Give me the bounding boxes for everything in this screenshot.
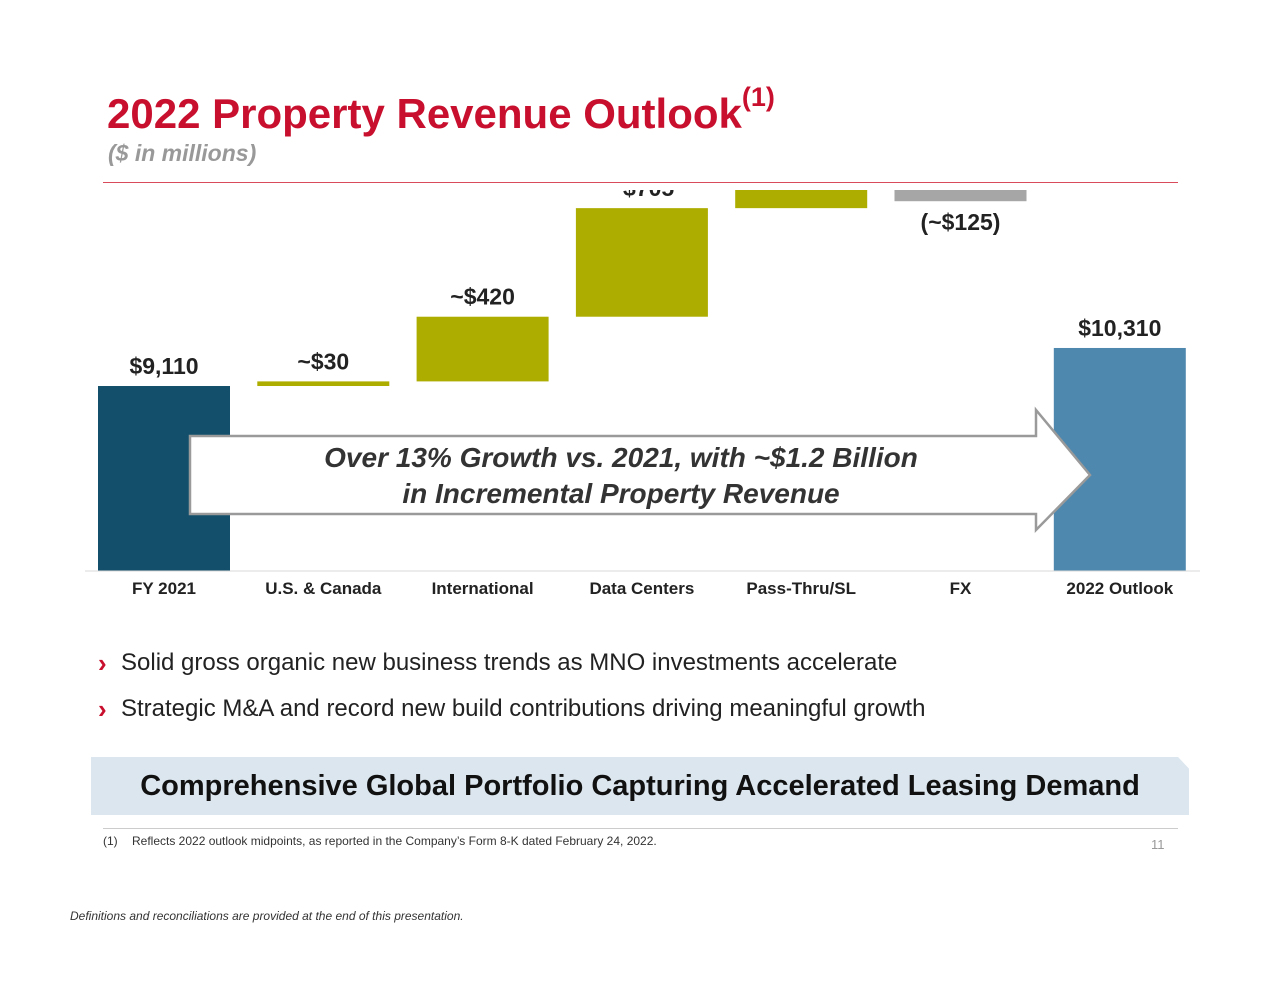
data-label-fy-2021: $9,110 — [129, 353, 198, 379]
bar-data-centers — [575, 208, 708, 317]
bullet-item: › Strategic M&A and record new build con… — [98, 686, 925, 732]
chevron-right-icon: › — [98, 648, 107, 678]
summary-banner-text: Comprehensive Global Portfolio Capturing… — [140, 769, 1140, 802]
bars-layer — [98, 190, 1186, 571]
slide-subtitle: ($ in millions) — [108, 140, 257, 166]
data-label-fx: (~$125) — [921, 209, 1001, 235]
growth-callout-line-1: Over 13% Growth vs. 2021, with ~$1.2 Bil… — [324, 442, 918, 473]
slide-title: 2022 Property Revenue Outlook(1) — [107, 84, 775, 138]
category-label-2022-outlook: 2022 Outlook — [1066, 579, 1173, 598]
growth-callout-line-2: in Incremental Property Revenue — [402, 478, 839, 509]
category-label-pass-thru-sl: Pass-Thru/SL — [746, 579, 856, 598]
category-label-fy-2021: FY 2021 — [132, 579, 196, 598]
bar-pass-thru-sl — [735, 190, 868, 209]
category-label-u-s-canada: U.S. & Canada — [265, 579, 382, 598]
category-label-data-centers: Data Centers — [589, 579, 694, 598]
category-label-fx: FX — [950, 579, 972, 598]
footnote-divider — [103, 828, 1178, 829]
summary-banner: Comprehensive Global Portfolio Capturing… — [91, 757, 1189, 815]
category-label-international: International — [432, 579, 534, 598]
bar-fx — [894, 190, 1027, 202]
chevron-right-icon: › — [98, 694, 107, 724]
bullet-item: › Solid gross organic new business trend… — [98, 640, 925, 686]
category-labels-layer: FY 2021 U.S. & Canada International Data Ce… — [132, 579, 1174, 598]
footnote: (1) Reflects 2022 outlook midpoints, as r… — [103, 834, 657, 848]
bullet-list: › Solid gross organic new business trend… — [98, 640, 925, 732]
bar-international — [416, 316, 549, 382]
bullet-text: Strategic M&A and record new build contr… — [121, 695, 926, 722]
data-labels-layer: $9,110~$30~$420~$705~$170(~$125)$10,310 — [129, 190, 1161, 379]
data-label-u-s-canada: ~$30 — [297, 348, 349, 374]
growth-arrow-shape — [188, 406, 1092, 534]
waterfall-chart: $9,110~$30~$420~$705~$170(~$125)$10,310 … — [85, 190, 1200, 598]
data-label-international: ~$420 — [450, 284, 515, 310]
bar-u-s-canada — [257, 381, 390, 387]
footnote-number: (1) — [103, 834, 118, 848]
slide-title-text: 2022 Property Revenue Outlook — [107, 90, 742, 137]
bullet-text: Solid gross organic new business trends … — [121, 649, 898, 676]
title-divider — [103, 182, 1178, 183]
data-label-2022-outlook: $10,310 — [1078, 315, 1161, 341]
title-footnote-marker: (1) — [741, 82, 775, 112]
data-label-data-centers: ~$705 — [610, 190, 675, 201]
disclaimer-text: Definitions and reconciliations are prov… — [70, 909, 464, 923]
footnote-text: Reflects 2022 outlook midpoints, as repo… — [132, 834, 657, 848]
page-number: 11 — [1151, 837, 1165, 852]
growth-callout: Over 13% Growth vs. 2021, with ~$1.2 Bil… — [188, 406, 1092, 534]
